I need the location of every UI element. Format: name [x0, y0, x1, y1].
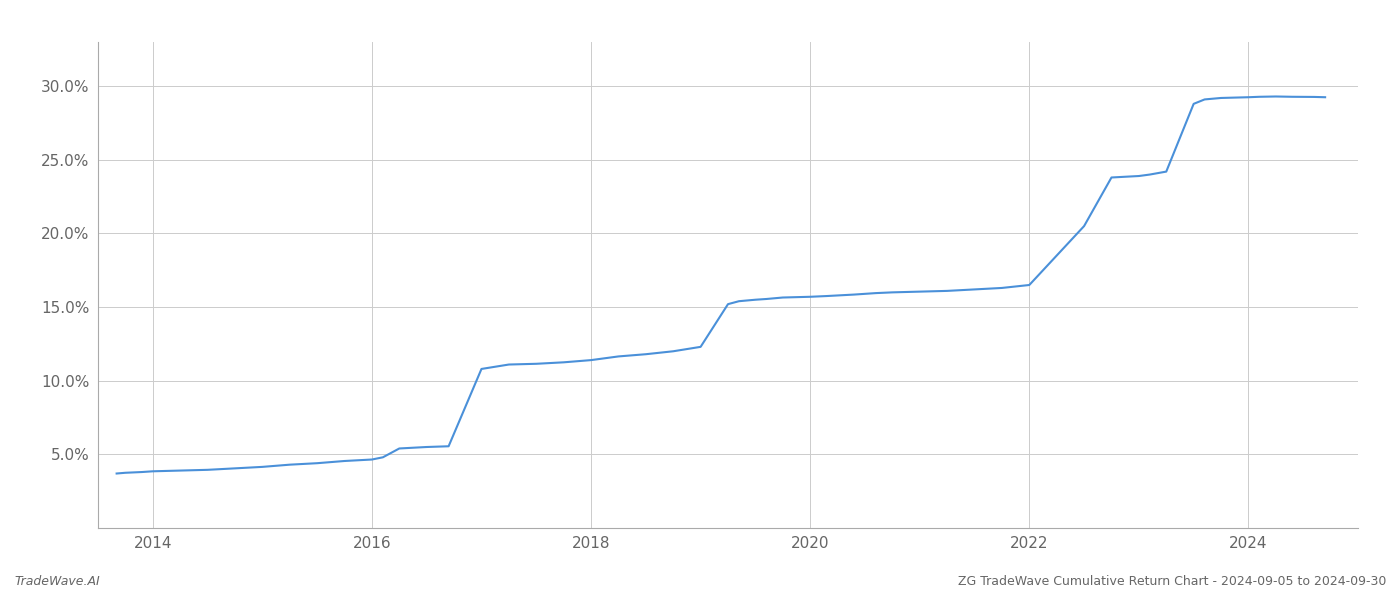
Text: TradeWave.AI: TradeWave.AI	[14, 575, 99, 588]
Text: ZG TradeWave Cumulative Return Chart - 2024-09-05 to 2024-09-30: ZG TradeWave Cumulative Return Chart - 2…	[958, 575, 1386, 588]
